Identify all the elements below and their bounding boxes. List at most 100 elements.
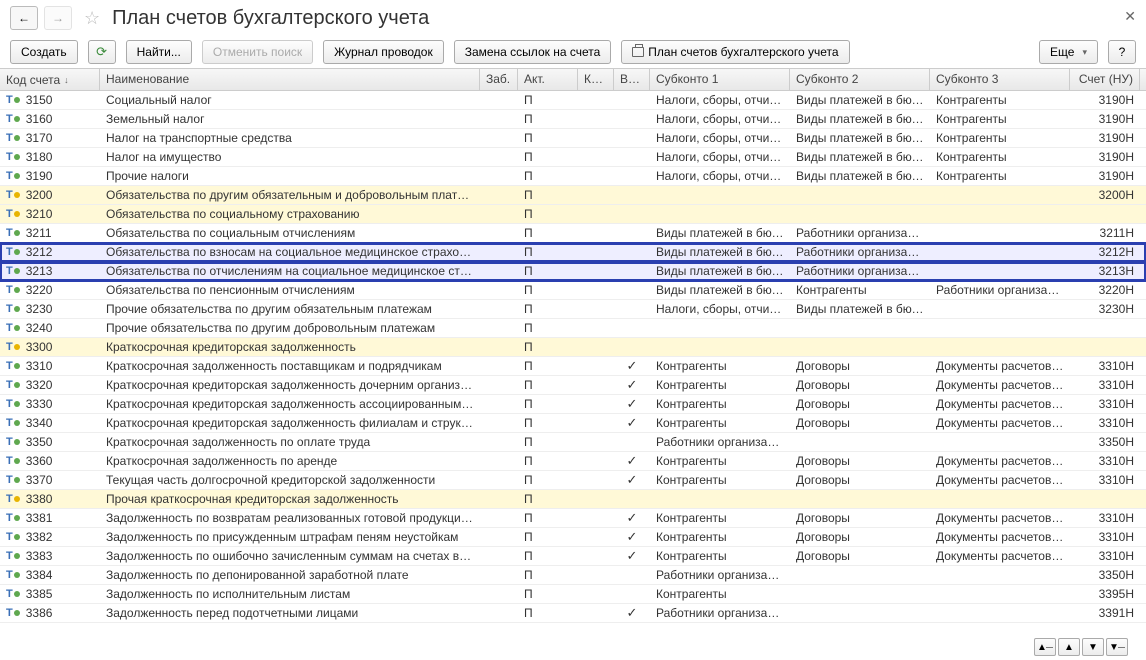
cell-name: Налог на имущество [100, 149, 480, 165]
cell-subkonto1 [650, 327, 790, 329]
account-type-icon: T [6, 550, 20, 562]
table-row[interactable]: T3382Задолженность по присужденным штраф… [0, 528, 1146, 547]
table-row[interactable]: T3220Обязательства по пенсионным отчисле… [0, 281, 1146, 300]
table-row[interactable]: T3210Обязательства по социальному страхо… [0, 205, 1146, 224]
cell-subkonto3 [930, 441, 1070, 443]
table-row[interactable]: T3340Краткосрочная кредиторская задолжен… [0, 414, 1146, 433]
more-button[interactable]: Еще [1039, 40, 1098, 64]
cell-akt: П [518, 111, 578, 127]
cell-subkonto1: Налоги, сборы, отчисле… [650, 301, 790, 317]
cell-val [614, 308, 650, 310]
cell-subkonto3 [930, 308, 1070, 310]
cell-zab [480, 403, 518, 405]
cell-akt: П [518, 187, 578, 203]
grid-body[interactable]: T3150Социальный налогПНалоги, сборы, отч… [0, 91, 1146, 647]
cell-nu: 3310H [1070, 415, 1140, 431]
table-row[interactable]: T3190Прочие налогиПНалоги, сборы, отчисл… [0, 167, 1146, 186]
account-type-icon: T [6, 493, 20, 505]
find-button[interactable]: Найти... [126, 40, 192, 64]
cell-kol [578, 574, 614, 576]
table-row[interactable]: T3385Задолженность по исполнительным лис… [0, 585, 1146, 604]
table-row[interactable]: T3380Прочая краткосрочная кредиторская з… [0, 490, 1146, 509]
cell-akt: П [518, 320, 578, 336]
cell-subkonto1: Налоги, сборы, отчисле… [650, 149, 790, 165]
cell-kol [578, 156, 614, 158]
grid-down-button[interactable]: ▼ [1082, 638, 1104, 656]
col-code[interactable]: Код счета↓ [0, 69, 100, 90]
col-subkonto1[interactable]: Субконто 1 [650, 69, 790, 90]
favorite-star-icon[interactable]: ☆ [84, 8, 100, 29]
close-icon[interactable]: ✕ [1124, 8, 1136, 25]
table-row[interactable]: T3170Налог на транспортные средстваПНало… [0, 129, 1146, 148]
cell-val [614, 118, 650, 120]
col-subkonto2[interactable]: Субконто 2 [790, 69, 930, 90]
table-row[interactable]: T3211Обязательства по социальным отчисле… [0, 224, 1146, 243]
account-type-icon: T [6, 208, 20, 220]
table-row[interactable]: T3300Краткосрочная кредиторская задолжен… [0, 338, 1146, 357]
cell-nu [1070, 327, 1140, 329]
nav-back-button[interactable]: ← [10, 6, 38, 30]
cell-name: Обязательства по другим обязательным и д… [100, 187, 480, 203]
table-row[interactable]: T3180Налог на имуществоПНалоги, сборы, о… [0, 148, 1146, 167]
table-row[interactable]: T3212Обязательства по взносам на социаль… [0, 243, 1146, 262]
cell-nu: 3190H [1070, 92, 1140, 108]
col-kol[interactable]: Кол. [578, 69, 614, 90]
table-row[interactable]: T3381Задолженность по возвратам реализов… [0, 509, 1146, 528]
cell-subkonto1 [650, 346, 790, 348]
col-akt[interactable]: Акт. [518, 69, 578, 90]
grid-up-button[interactable]: ▲ [1058, 638, 1080, 656]
journal-button[interactable]: Журнал проводок [323, 40, 444, 64]
table-row[interactable]: T3370Текущая часть долгосрочной кредитор… [0, 471, 1146, 490]
help-button[interactable]: ? [1108, 40, 1136, 64]
account-type-icon: T [6, 170, 20, 182]
table-row[interactable]: T3200Обязательства по другим обязательны… [0, 186, 1146, 205]
refresh-button[interactable]: ⟳ [88, 40, 116, 64]
replace-links-button[interactable]: Замена ссылок на счета [454, 40, 612, 64]
table-row[interactable]: T3230Прочие обязательства по другим обяз… [0, 300, 1146, 319]
account-type-icon: T [6, 322, 20, 334]
grid-last-button[interactable]: ▼— [1106, 638, 1128, 656]
col-nu[interactable]: Счет (НУ) [1070, 69, 1140, 90]
table-row[interactable]: T3386Задолженность перед подотчетными ли… [0, 604, 1146, 623]
cell-subkonto2: Договоры [790, 396, 930, 412]
cell-zab [480, 498, 518, 500]
cell-subkonto2: Договоры [790, 358, 930, 374]
cell-subkonto3: Работники организации [930, 282, 1070, 298]
nav-forward-button[interactable]: → [44, 6, 72, 30]
cell-subkonto2 [790, 194, 930, 196]
cell-kol [578, 365, 614, 367]
col-name[interactable]: Наименование [100, 69, 480, 90]
table-row[interactable]: T3160Земельный налогПНалоги, сборы, отчи… [0, 110, 1146, 129]
table-row[interactable]: T3330Краткосрочная кредиторская задолжен… [0, 395, 1146, 414]
col-val[interactable]: Вал. [614, 69, 650, 90]
table-row[interactable]: T3240Прочие обязательства по другим добр… [0, 319, 1146, 338]
cell-zab [480, 593, 518, 595]
cell-subkonto2: Договоры [790, 453, 930, 469]
col-subkonto3[interactable]: Субконто 3 [930, 69, 1070, 90]
account-type-icon: T [6, 512, 20, 524]
cancel-search-button[interactable]: Отменить поиск [202, 40, 313, 64]
cell-subkonto3: Документы расчетов с … [930, 453, 1070, 469]
cell-subkonto2 [790, 574, 930, 576]
grid-first-button[interactable]: ▲— [1034, 638, 1056, 656]
table-row[interactable]: T3213Обязательства по отчислениям на соц… [0, 262, 1146, 281]
cell-name: Прочие обязательства по другим доброволь… [100, 320, 480, 336]
cell-kol [578, 536, 614, 538]
cell-subkonto1: Налоги, сборы, отчисле… [650, 130, 790, 146]
cell-name: Земельный налог [100, 111, 480, 127]
table-row[interactable]: T3320Краткосрочная кредиторская задолжен… [0, 376, 1146, 395]
table-row[interactable]: T3350Краткосрочная задолженность по опла… [0, 433, 1146, 452]
table-row[interactable]: T3383Задолженность по ошибочно зачисленн… [0, 547, 1146, 566]
table-row[interactable]: T3384Задолженность по депонированной зар… [0, 566, 1146, 585]
cell-nu: 3213H [1070, 263, 1140, 279]
table-row[interactable]: T3310Краткосрочная задолженность поставщ… [0, 357, 1146, 376]
col-zab[interactable]: Заб. [480, 69, 518, 90]
print-plan-button[interactable]: План счетов бухгалтерского учета [621, 40, 849, 64]
cell-subkonto3: Документы расчетов с … [930, 377, 1070, 393]
table-row[interactable]: T3150Социальный налогПНалоги, сборы, отч… [0, 91, 1146, 110]
create-button[interactable]: Создать [10, 40, 78, 64]
table-row[interactable]: T3360Краткосрочная задолженность по арен… [0, 452, 1146, 471]
cell-name: Задолженность по исполнительным листам [100, 586, 480, 602]
account-type-icon: T [6, 113, 20, 125]
cell-zab [480, 479, 518, 481]
